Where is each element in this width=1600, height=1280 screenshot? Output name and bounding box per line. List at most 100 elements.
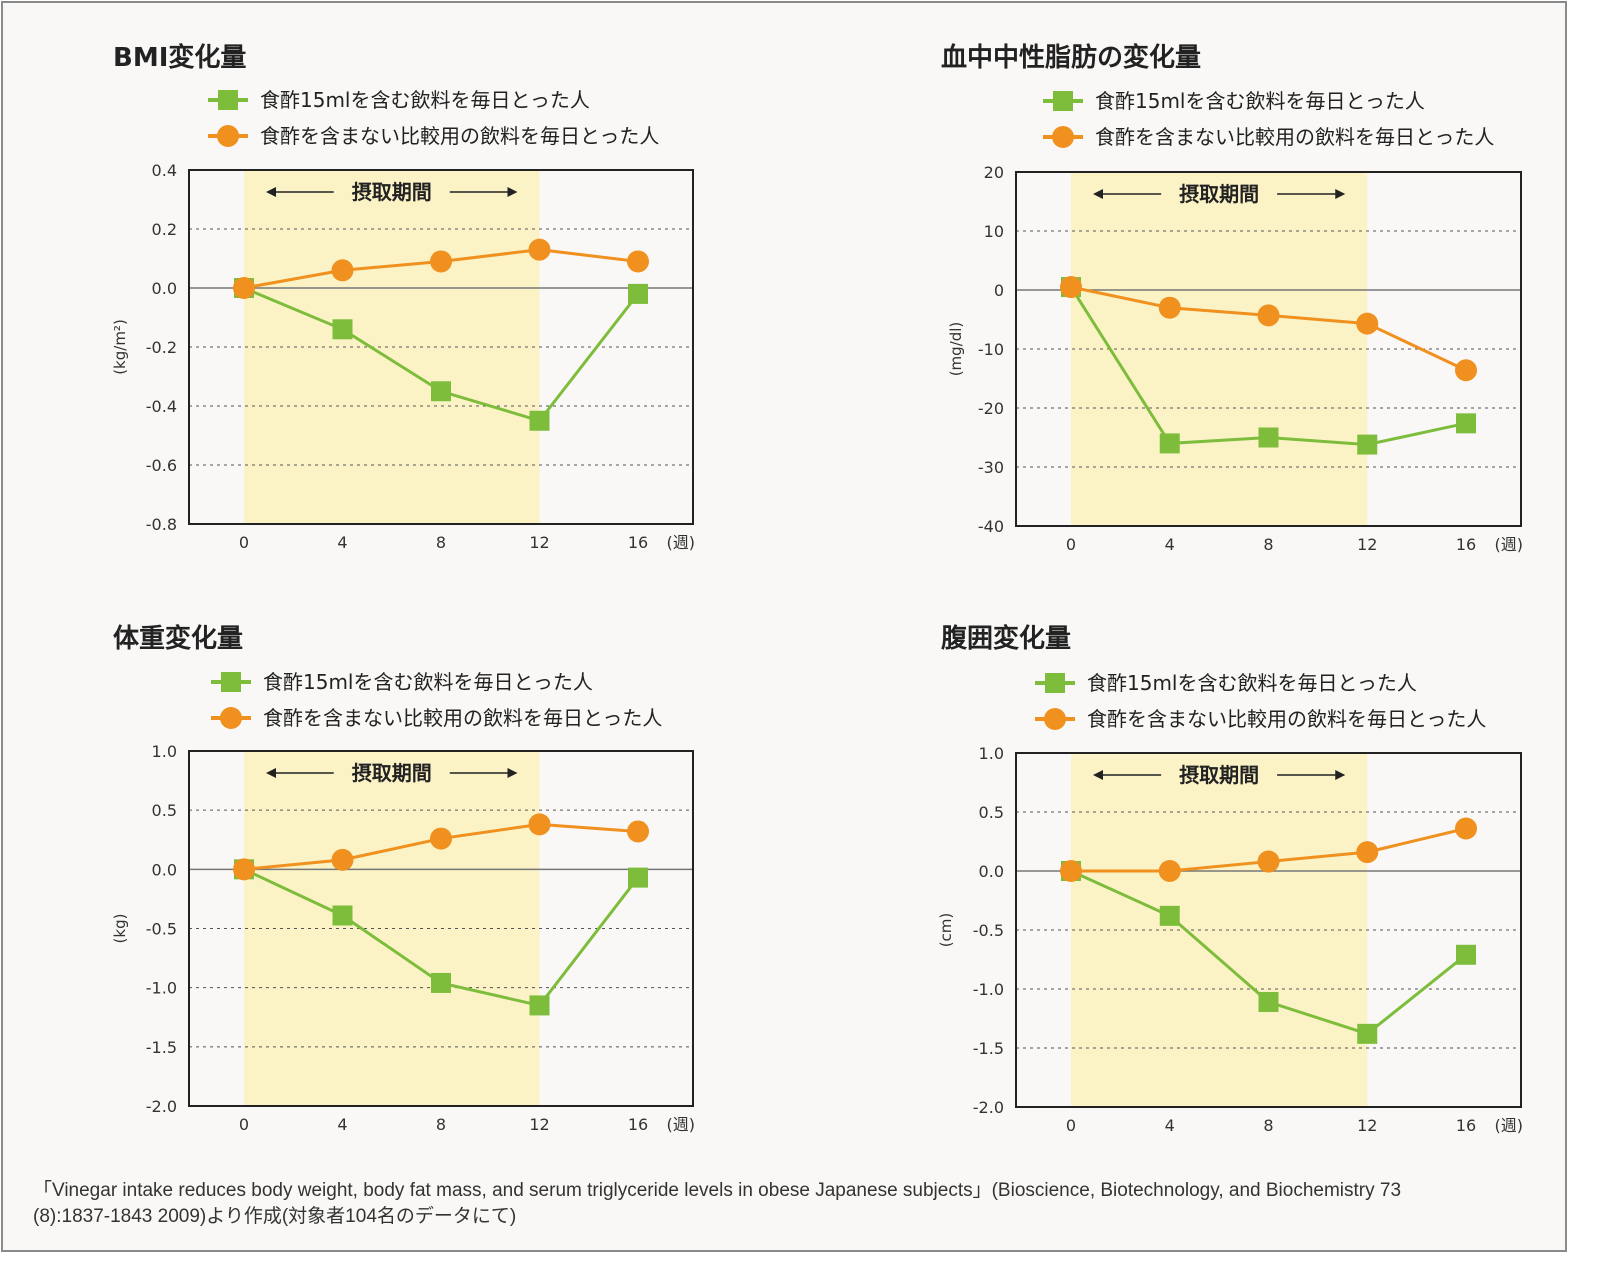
data-point-circle — [1455, 817, 1477, 840]
x-tick-label: 4 — [1165, 535, 1175, 554]
x-tick-label: 12 — [1357, 1116, 1377, 1135]
chart-title: 体重変化量 — [113, 623, 243, 654]
legend-label: 食酢15mlを含む飲料を毎日とった人 — [260, 88, 590, 112]
data-point-circle — [1060, 276, 1082, 299]
y-tick-label: 0.2 — [152, 220, 177, 239]
plot-frame — [1015, 171, 1522, 527]
data-point-square — [529, 995, 550, 1016]
data-point-circle — [528, 238, 551, 261]
x-tick-label: 8 — [1263, 535, 1273, 554]
intake-period-label: 摂取期間 — [1179, 763, 1259, 787]
data-point-circle — [1257, 304, 1280, 327]
x-tick-label: 16 — [1456, 535, 1476, 554]
y-tick-label: -0.8 — [146, 515, 177, 534]
data-point-circle — [430, 827, 452, 850]
arrow-right-icon — [1335, 189, 1346, 199]
data-point-square — [628, 867, 648, 888]
data-point-circle — [1455, 359, 1477, 382]
data-point-circle — [1158, 860, 1181, 882]
data-point-square — [1258, 991, 1279, 1012]
y-tick-label: -1.0 — [146, 979, 177, 998]
chart-3: 体重変化量食酢15mlを含む飲料を毎日とった人食酢を含まない比較用の飲料を毎日と… — [111, 623, 695, 1134]
x-tick-label: 12 — [529, 533, 549, 552]
x-tick-label: 0 — [239, 1115, 249, 1134]
y-tick-label: 20 — [984, 163, 1004, 182]
data-point-circle — [233, 277, 255, 299]
citation-line-1: 「Vinegar intake reduces body weight, bod… — [33, 1180, 1402, 1201]
legend-square-marker — [221, 672, 241, 692]
y-tick-label: -2.0 — [146, 1097, 177, 1116]
data-point-square — [332, 905, 353, 926]
citation-line-2: (8):1837-1843 2009)より作成(対象者104名のデータにて) — [33, 1206, 517, 1226]
citation: 「Vinegar intake reduces body weight, bod… — [33, 1178, 1543, 1226]
data-point-square — [628, 283, 648, 304]
legend-label: 食酢を含まない比較用の飲料を毎日とった人 — [263, 706, 662, 730]
x-axis-unit: (週) — [1495, 1116, 1524, 1135]
data-point-circle — [331, 848, 354, 871]
plot-frame — [188, 750, 694, 1107]
data-point-circle — [1356, 841, 1379, 864]
x-tick-label: 8 — [1263, 1116, 1273, 1135]
chart-1: BMI変化量食酢15mlを含む飲料を毎日とった人食酢を含まない比較用の飲料を毎日… — [111, 42, 695, 552]
x-tick-label: 0 — [1066, 535, 1076, 554]
y-tick-label: -0.5 — [146, 920, 177, 939]
y-axis-label: (kg) — [111, 914, 129, 944]
chart-title: BMI変化量 — [113, 42, 246, 73]
data-point-square — [431, 381, 451, 402]
legend-circle-marker — [217, 125, 239, 147]
data-point-square — [529, 410, 550, 431]
y-tick-label: -1.5 — [146, 1038, 177, 1057]
legend-label: 食酢を含まない比較用の飲料を毎日とった人 — [260, 124, 659, 148]
data-point-square — [1357, 434, 1378, 455]
data-point-square — [1159, 433, 1180, 454]
x-tick-label: 0 — [239, 533, 249, 552]
x-tick-label: 16 — [1456, 1116, 1476, 1135]
data-point-square — [1456, 944, 1476, 965]
y-tick-label: 0.0 — [152, 279, 177, 298]
legend-square-marker — [1053, 91, 1073, 111]
x-tick-label: 4 — [337, 533, 347, 552]
y-tick-label: -2.0 — [973, 1098, 1004, 1117]
y-tick-label: -20 — [978, 399, 1004, 418]
data-point-square — [1258, 427, 1279, 448]
x-tick-label: 12 — [529, 1115, 549, 1134]
legend-label: 食酢15mlを含む飲料を毎日とった人 — [263, 670, 593, 694]
y-axis-label: (cm) — [937, 913, 955, 948]
x-tick-label: 8 — [436, 1115, 446, 1134]
figure-frame: BMI変化量 食酢15mlを含む飲料を毎日とった人 食酢を含まない比較用の飲料を毎日… — [1, 1, 1567, 1252]
legend-circle-marker — [1052, 126, 1074, 148]
x-tick-label: 4 — [337, 1115, 347, 1134]
legend-label: 食酢を含まない比較用の飲料を毎日とった人 — [1087, 707, 1486, 731]
intake-period-label: 摂取期間 — [352, 180, 432, 204]
data-point-circle — [1356, 312, 1379, 335]
y-tick-label: -0.4 — [146, 397, 177, 416]
data-point-square — [1357, 1023, 1378, 1044]
chart-4: 腹囲変化量食酢15mlを含む飲料を毎日とった人食酢を含まない比較用の飲料を毎日と… — [937, 623, 1523, 1135]
legend-circle-marker — [220, 707, 242, 729]
x-axis-unit: (週) — [667, 533, 696, 552]
data-point-circle — [430, 250, 452, 273]
intake-period-label: 摂取期間 — [352, 761, 432, 785]
y-tick-label: 0 — [994, 281, 1004, 300]
x-tick-label: 16 — [628, 533, 648, 552]
plot-frame — [1015, 752, 1522, 1108]
x-tick-label: 4 — [1165, 1116, 1175, 1135]
y-tick-label: 0.5 — [152, 801, 177, 820]
legend-label: 食酢を含まない比較用の飲料を毎日とった人 — [1095, 125, 1494, 149]
x-tick-label: 0 — [1066, 1116, 1076, 1135]
plot-frame — [188, 169, 694, 525]
data-point-circle — [331, 259, 354, 282]
y-tick-label: -40 — [978, 517, 1004, 536]
y-tick-label: 0.0 — [152, 860, 177, 879]
x-tick-label: 12 — [1357, 535, 1377, 554]
data-point-circle — [1060, 860, 1082, 882]
y-axis-label: (kg/m²) — [111, 319, 129, 375]
x-axis-unit: (週) — [1495, 535, 1524, 554]
y-tick-label: -0.6 — [146, 456, 177, 475]
data-point-circle — [1257, 850, 1280, 873]
y-axis-label: (mg/dl) — [947, 322, 965, 377]
data-point-square — [1159, 905, 1180, 926]
data-point-circle — [627, 250, 649, 273]
arrow-right-icon — [507, 187, 518, 197]
y-tick-label: -0.2 — [146, 338, 177, 357]
